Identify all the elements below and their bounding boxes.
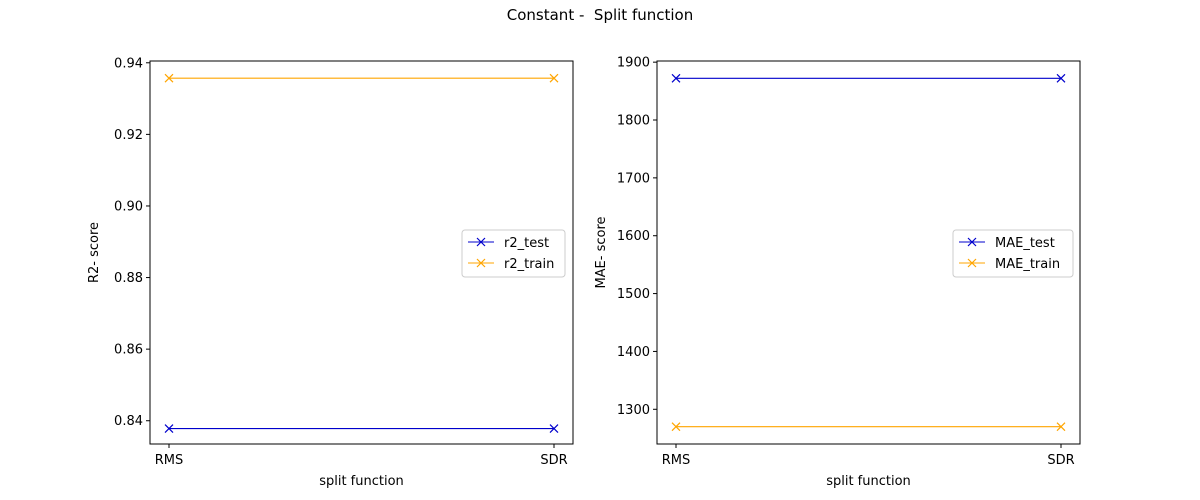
legend-label: r2_train bbox=[504, 257, 554, 272]
y-tick-label: 1800 bbox=[617, 114, 650, 129]
x-tick-label: RMS bbox=[155, 453, 184, 468]
y-axis-label: MAE- score bbox=[594, 216, 609, 288]
y-tick-label: 0.86 bbox=[114, 343, 143, 358]
data-point-MAE_test bbox=[1056, 73, 1066, 83]
y-tick-label: 0.92 bbox=[114, 128, 143, 143]
data-point-MAE_train bbox=[1056, 422, 1066, 432]
data-point-r2_train bbox=[164, 73, 174, 83]
legend-marker-MAE_train bbox=[967, 258, 977, 268]
figure-title: Constant - Split function bbox=[506, 6, 694, 24]
legend: r2_test r2_train bbox=[461, 229, 566, 278]
y-tick-label: 0.88 bbox=[114, 271, 143, 286]
x-tick-label: SDR bbox=[540, 453, 567, 468]
legend-marker-r2_test bbox=[476, 237, 486, 247]
data-point-r2_test bbox=[164, 424, 174, 434]
y-tick-label: 0.84 bbox=[114, 414, 143, 429]
mae-score-chart: 1300 1400 1500 1600 1700 1800 1900 RMS SDR split … bbox=[594, 56, 1081, 489]
y-tick-label: 1500 bbox=[617, 287, 650, 302]
x-axis-label: split function bbox=[319, 474, 404, 489]
data-point-r2_test bbox=[549, 424, 559, 434]
legend-label: r2_test bbox=[504, 236, 549, 251]
x-tick-label: RMS bbox=[662, 453, 691, 468]
legend-marker-r2_train bbox=[476, 258, 486, 268]
r2-score-chart: 0.84 0.86 0.88 0.90 0.92 0.94 RMS SDR split func… bbox=[87, 56, 574, 489]
x-axis-label: split function bbox=[826, 474, 911, 489]
y-tick-label: 1400 bbox=[617, 345, 650, 360]
y-tick-label: 1300 bbox=[617, 403, 650, 418]
legend-label: MAE_test bbox=[995, 236, 1055, 251]
x-tick-label: SDR bbox=[1047, 453, 1074, 468]
y-tick-label: 1900 bbox=[617, 56, 650, 71]
plot-area-frame bbox=[149, 60, 574, 445]
y-tick-label: 1700 bbox=[617, 171, 650, 186]
plot-area-frame bbox=[656, 60, 1081, 445]
y-tick-label: 0.94 bbox=[114, 56, 143, 71]
y-axis-label: R2- score bbox=[87, 222, 102, 283]
legend-marker-MAE_test bbox=[967, 237, 977, 247]
y-tick-label: 1600 bbox=[617, 229, 650, 244]
legend-label: MAE_train bbox=[995, 257, 1060, 272]
data-point-r2_train bbox=[549, 73, 559, 83]
data-point-MAE_test bbox=[671, 73, 681, 83]
data-point-MAE_train bbox=[671, 422, 681, 432]
y-tick-label: 0.90 bbox=[114, 199, 143, 214]
legend: MAE_test MAE_train bbox=[952, 229, 1074, 278]
